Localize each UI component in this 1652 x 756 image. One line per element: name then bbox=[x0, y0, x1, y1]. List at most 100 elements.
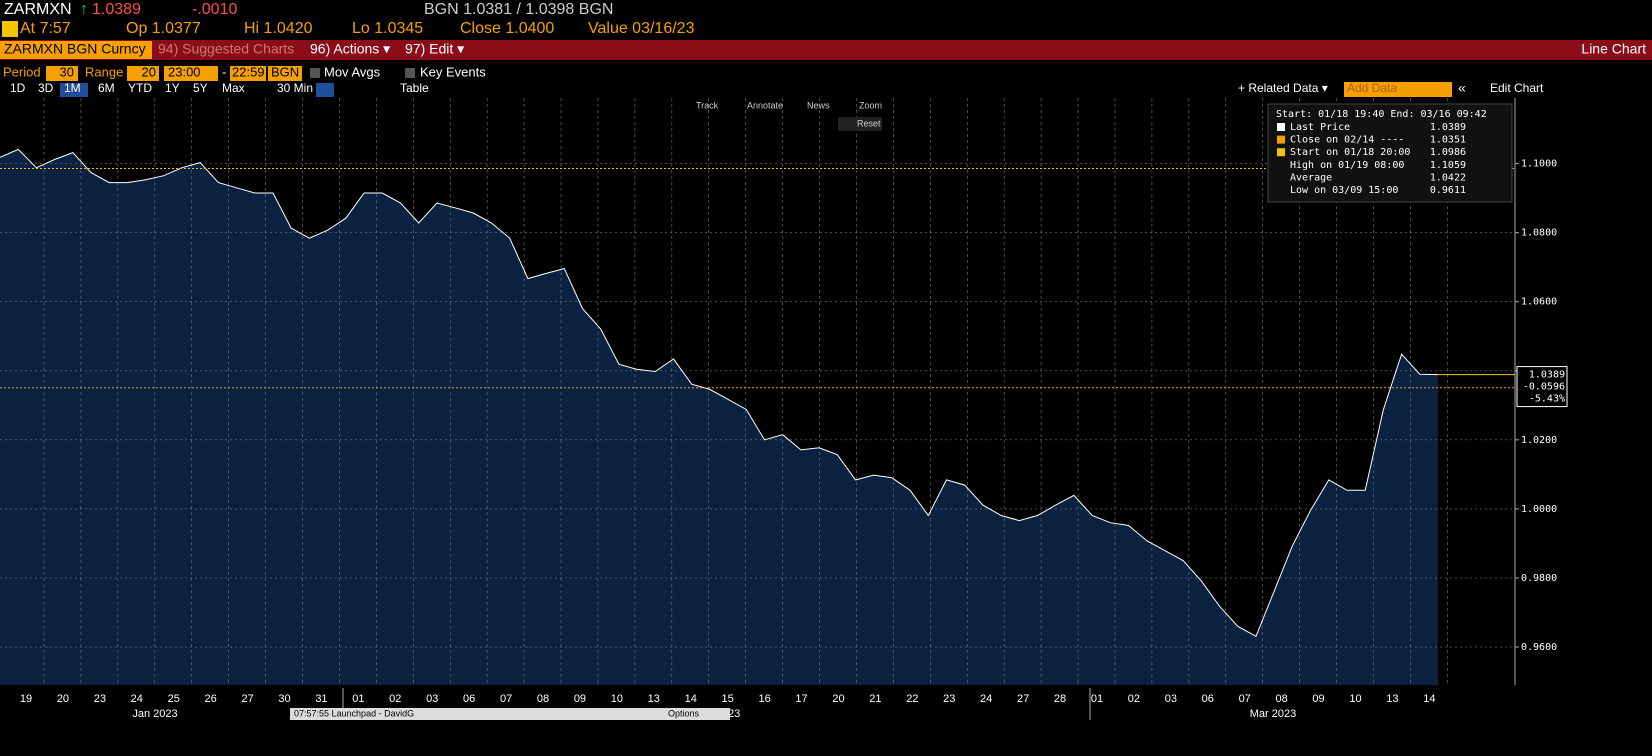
x-tick-label: 20 bbox=[832, 693, 844, 705]
actions[interactable]: 96) Actions ▾ bbox=[310, 41, 390, 57]
x-tick-label: 08 bbox=[537, 693, 549, 705]
line-icon[interactable] bbox=[316, 83, 334, 97]
chart-tool[interactable]: Annotate bbox=[747, 100, 783, 110]
last: 1.0389 bbox=[92, 1, 141, 18]
x-tick-label: 03 bbox=[426, 693, 438, 705]
related[interactable]: + Related Data ▾ bbox=[1238, 81, 1328, 95]
range-button[interactable]: 6M bbox=[98, 81, 115, 95]
x-tick-label: 24 bbox=[131, 693, 143, 705]
security-box[interactable] bbox=[0, 41, 152, 59]
range-selected bbox=[60, 83, 88, 97]
period[interactable]: 30 bbox=[60, 64, 74, 79]
x-tick-label: 27 bbox=[241, 693, 253, 705]
end[interactable]: 22:59 bbox=[232, 64, 265, 79]
x-tick-label: 02 bbox=[389, 693, 401, 705]
price-box bbox=[1516, 366, 1568, 408]
x-tick-label: 31 bbox=[315, 693, 327, 705]
range-button[interactable]: Max bbox=[222, 81, 245, 95]
legend-swatch bbox=[1277, 123, 1285, 131]
range[interactable]: 20 bbox=[142, 64, 156, 79]
x-tick-label: 08 bbox=[1275, 693, 1287, 705]
y-tick-label: 1.0000 bbox=[1521, 504, 1557, 515]
key-events[interactable]: Key Events bbox=[420, 64, 486, 79]
range-label: Range bbox=[85, 64, 123, 79]
price-line bbox=[0, 148, 1439, 638]
range-button[interactable]: 3D bbox=[38, 81, 54, 95]
edit-chart[interactable]: Edit Chart bbox=[1490, 81, 1544, 95]
field[interactable] bbox=[164, 66, 218, 81]
x-tick-label: 13 bbox=[1386, 693, 1398, 705]
field[interactable] bbox=[46, 66, 78, 81]
view: Line Chart bbox=[1581, 41, 1646, 57]
change: -.0010 bbox=[192, 1, 237, 18]
legend-header: Start: 01/18 19:40 End: 03/16 09:42 bbox=[1276, 109, 1487, 120]
add-data-box[interactable] bbox=[1344, 82, 1452, 97]
range-button[interactable]: YTD bbox=[128, 81, 152, 95]
legend-label: Start on 01/18 20:00 bbox=[1290, 147, 1410, 158]
x-tick-label: 19 bbox=[20, 693, 32, 705]
plot: 0.96000.98001.00001.02001.04001.06001.08… bbox=[0, 98, 1568, 720]
checkbox[interactable] bbox=[405, 68, 415, 78]
taskbar bbox=[290, 708, 730, 720]
x-tick-label: 09 bbox=[1312, 693, 1324, 705]
y-tick-label: 1.1000 bbox=[1521, 159, 1557, 170]
mov-avgs[interactable]: Mov Avgs bbox=[324, 64, 381, 79]
x-tick-label: 06 bbox=[463, 693, 475, 705]
source[interactable]: BGN bbox=[271, 64, 299, 79]
month-label: Mar 2023 bbox=[1250, 708, 1296, 720]
x-tick-label: 26 bbox=[205, 693, 217, 705]
suggested[interactable]: 94) Suggested Charts bbox=[158, 41, 294, 57]
interval[interactable]: 30 Min ▼ bbox=[277, 81, 328, 95]
price-box-text: -0.0596 bbox=[1523, 382, 1565, 393]
edit[interactable]: 97) Edit ▾ bbox=[405, 41, 464, 57]
x-tick-label: 10 bbox=[1349, 693, 1361, 705]
price-box-text: -5.43% bbox=[1529, 394, 1565, 405]
start[interactable]: 23:00 bbox=[168, 64, 201, 79]
legend-swatch bbox=[1277, 148, 1285, 157]
x-tick-label: 09 bbox=[574, 693, 586, 705]
menu-bar: ZARMXN BGN Curncy 94) Suggested Charts 9… bbox=[0, 40, 1652, 60]
chart-tool[interactable]: News bbox=[807, 100, 830, 110]
chart-tool[interactable]: Track bbox=[696, 100, 719, 110]
low: Lo 1.0345 bbox=[352, 20, 423, 37]
add-data[interactable]: Add Data bbox=[1347, 81, 1397, 95]
x-tick-label: 23 bbox=[943, 693, 955, 705]
reset-button[interactable] bbox=[838, 117, 882, 131]
chart-tool[interactable]: Reset bbox=[857, 118, 881, 128]
range-button[interactable]: 5Y bbox=[193, 81, 208, 95]
legend-swatch bbox=[1277, 135, 1285, 144]
range-button[interactable]: 1M bbox=[64, 81, 81, 95]
collapse[interactable]: « bbox=[1458, 80, 1466, 96]
legend-value: 1.0986 bbox=[1430, 147, 1466, 158]
legend-label: Average bbox=[1290, 172, 1332, 183]
range-button[interactable]: 1Y bbox=[165, 81, 180, 95]
legend-value: 1.0351 bbox=[1430, 135, 1466, 146]
month-label: Jan 2023 bbox=[132, 708, 177, 720]
x-tick-label: 07 bbox=[1239, 693, 1251, 705]
checkbox[interactable] bbox=[310, 68, 320, 78]
taskbar-item[interactable]: Options bbox=[668, 708, 700, 718]
overlay: 07:57:55 Launchpad - DavidG Options Track A… bbox=[290, 100, 1513, 720]
security[interactable]: ZARMXN BGN Curncy bbox=[4, 41, 146, 57]
chart-tool[interactable]: Zoom bbox=[859, 100, 882, 110]
y-tick-label: 0.9600 bbox=[1521, 642, 1557, 653]
field[interactable] bbox=[127, 66, 159, 81]
high: Hi 1.0420 bbox=[244, 20, 313, 37]
field[interactable] bbox=[268, 66, 302, 81]
legend-value: 1.0389 bbox=[1430, 122, 1466, 133]
x-tick-label: 13 bbox=[648, 693, 660, 705]
field[interactable] bbox=[230, 66, 266, 81]
x-tick-label: 21 bbox=[869, 693, 881, 705]
x-tick-label: 15 bbox=[722, 693, 734, 705]
open: Op 1.0377 bbox=[126, 20, 201, 37]
legend-box bbox=[1267, 103, 1513, 203]
x-tick-label: 17 bbox=[795, 693, 807, 705]
bidask: BGN 1.0381 / 1.0398 BGN bbox=[424, 1, 613, 18]
ticker: ZARMXN bbox=[4, 1, 72, 18]
range-button[interactable]: 1D bbox=[10, 81, 26, 95]
taskbar-item[interactable]: 07:57:55 Launchpad - DavidG bbox=[294, 708, 414, 718]
y-tick-label: 1.0600 bbox=[1521, 297, 1557, 308]
table[interactable]: Table bbox=[400, 81, 429, 95]
legend-label: High on 01/19 08:00 bbox=[1290, 160, 1404, 171]
x-tick-label: 06 bbox=[1202, 693, 1214, 705]
